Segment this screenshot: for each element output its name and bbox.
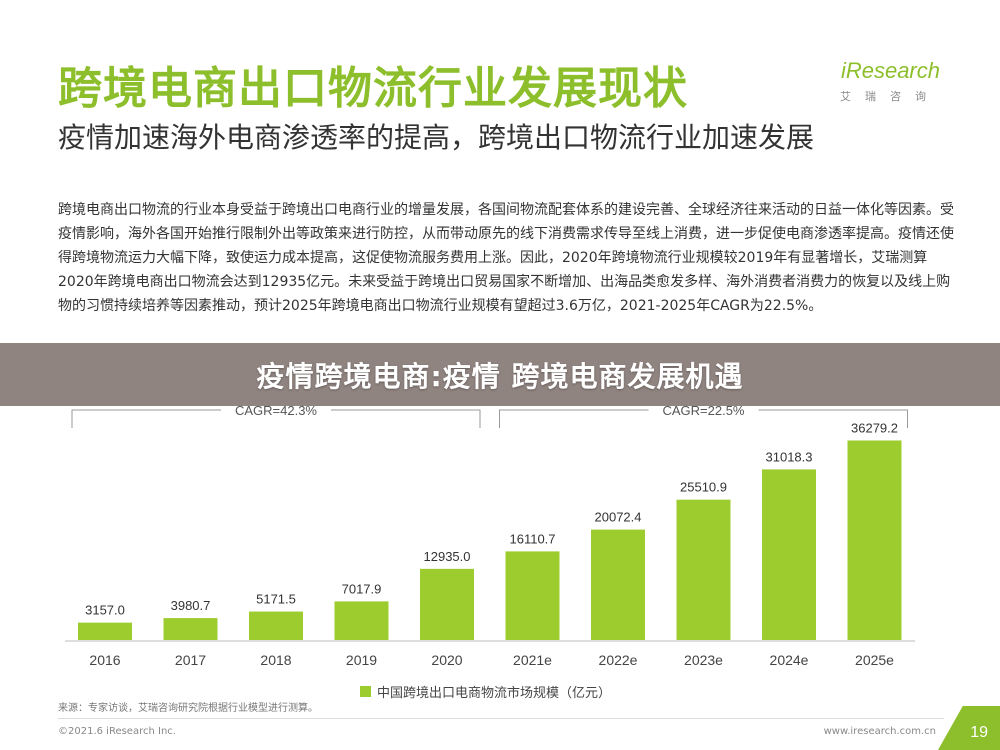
source-note: 来源：专家访谈，艾瑞咨询研究院根据行业模型进行测算。 (58, 703, 318, 714)
bar-2018 (249, 611, 303, 640)
cagr-bracket-1 (499, 409, 908, 428)
page-title: 跨境电商出口物流行业发展现状 (58, 63, 688, 114)
value-label-2017: 3980.7 (171, 598, 211, 613)
tick-label-2016: 2016 (89, 652, 120, 668)
tick-label-2025e: 2025e (855, 652, 894, 668)
value-label-2019: 7017.9 (342, 581, 382, 596)
banner-text: 疫情跨境电商:疫情 跨境电商发展机遇 (256, 359, 744, 393)
tick-label-2023e: 2023e (684, 652, 723, 668)
tick-label-2019: 2019 (346, 652, 377, 668)
tick-label-2022e: 2022e (599, 652, 638, 668)
bar-2025e (847, 440, 902, 640)
chart-legend: 中国跨境出口电商物流市场规模（亿元） (360, 682, 611, 701)
bar-2021e (505, 551, 560, 640)
website-link[interactable]: www.iresearch.com.cn (823, 726, 936, 737)
tick-label-2018: 2018 (260, 652, 291, 668)
tick-label-2021e: 2021e (513, 652, 552, 668)
legend-label: 中国跨境出口电商物流市场规模（亿元） (377, 686, 612, 701)
page-number: 19 (970, 724, 988, 741)
chart-bars (78, 440, 902, 640)
brand-logo: iResearch 艾瑞咨询 (840, 58, 940, 104)
bar-2022e (591, 529, 645, 640)
bar-2020 (420, 568, 474, 640)
bar-2024e (762, 469, 816, 640)
value-label-2024e: 31018.3 (766, 449, 813, 464)
value-label-2018: 5171.5 (256, 592, 296, 607)
bar-2019 (334, 601, 389, 640)
overlay-banner: 疫情跨境电商:疫情 跨境电商发展机遇 (0, 343, 1000, 406)
value-label-2021e: 16110.7 (509, 531, 555, 546)
x-tick-labels: 2016 2017 2018 2019 2020 2021e 2022e 2023e 2024e… (89, 652, 894, 668)
bar-2023e (676, 499, 731, 640)
copyright-text: ©2021.6 iResearch Inc. (58, 726, 176, 737)
cagr-label-1: CAGR=22.5% (662, 403, 744, 418)
tick-label-2020: 2020 (431, 652, 462, 668)
footer-divider (58, 718, 944, 719)
value-label-2020: 12935.0 (424, 549, 471, 564)
cagr-annotations: CAGR=42.3% CAGR=22.5% (71, 403, 908, 428)
bar-2016 (78, 622, 132, 640)
brand-name: iResearch (840, 58, 940, 83)
bar-2017 (163, 618, 218, 640)
brand-subtitle: 艾瑞咨询 (840, 90, 940, 103)
value-label-2025e: 36279.2 (851, 420, 898, 435)
slide-subtitle: 疫情加速海外电商渗透率的提高，跨境出口物流行业加速发展 (58, 121, 815, 154)
value-label-2016: 3157.0 (85, 603, 125, 618)
cagr-label-0: CAGR=42.3% (235, 403, 317, 418)
legend-swatch (360, 686, 371, 697)
cagr-bracket-0 (71, 409, 481, 428)
tick-label-2017: 2017 (175, 652, 206, 668)
value-labels: 3157.0 3980.7 5171.5 7017.9 12935.0 16110.7 20… (85, 420, 898, 617)
value-label-2023e: 25510.9 (680, 480, 727, 495)
description-paragraph: 跨境电商出口物流的行业本身受益于跨境出口电商行业的增量发展，各国间物流配套体系的… (58, 202, 954, 314)
tick-label-2024e: 2024e (770, 652, 809, 668)
value-label-2022e: 20072.4 (595, 510, 642, 525)
